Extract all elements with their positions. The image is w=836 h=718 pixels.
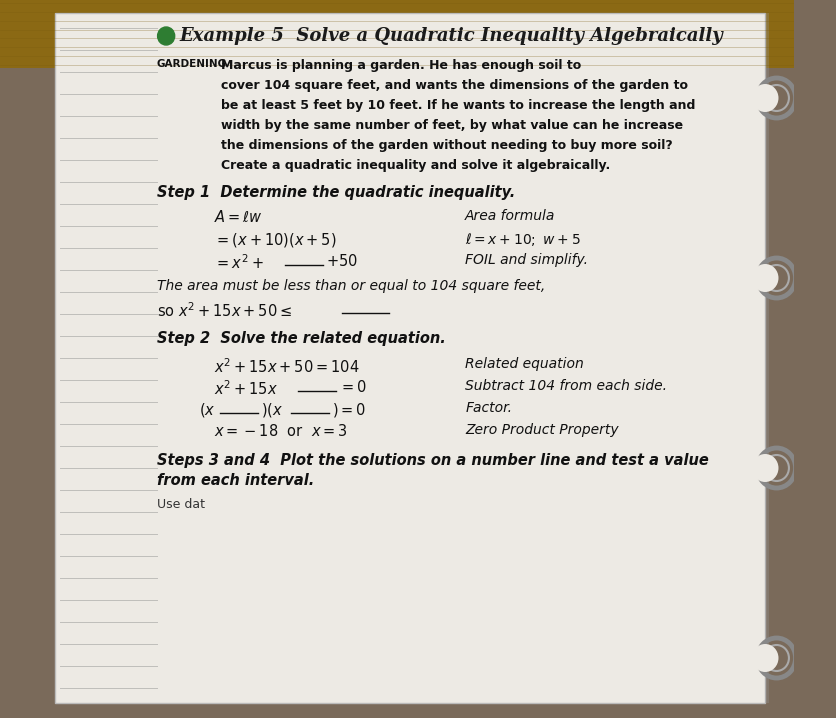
- Text: Marcus is planning a garden. He has enough soil to: Marcus is planning a garden. He has enou…: [222, 59, 582, 72]
- Text: $x = -18$  or  $x = 3$: $x = -18$ or $x = 3$: [214, 423, 347, 439]
- Text: GARDENING: GARDENING: [156, 59, 227, 69]
- Text: Subtract 104 from each side.: Subtract 104 from each side.: [465, 379, 667, 393]
- Circle shape: [752, 264, 778, 292]
- Text: $A = \ell w$: $A = \ell w$: [214, 209, 263, 225]
- Bar: [0, 0, 793, 68]
- Text: The area must be less than or equal to 104 square feet,: The area must be less than or equal to 1…: [156, 279, 545, 293]
- Text: $= (x + 10)(x + 5)$: $= (x + 10)(x + 5)$: [214, 231, 336, 249]
- Text: so $x^2 + 15x + 50 \leq$: so $x^2 + 15x + 50 \leq$: [156, 301, 292, 320]
- FancyBboxPatch shape: [55, 13, 765, 703]
- Text: $x^2 + 15x$: $x^2 + 15x$: [214, 379, 278, 398]
- Text: $) = 0$: $) = 0$: [332, 401, 366, 419]
- Text: FOIL and simplify.: FOIL and simplify.: [465, 253, 589, 267]
- Text: $= 0$: $= 0$: [339, 379, 367, 395]
- Text: from each interval.: from each interval.: [156, 473, 314, 488]
- Text: Zero Product Property: Zero Product Property: [465, 423, 619, 437]
- Text: width by the same number of feet, by what value can he increase: width by the same number of feet, by wha…: [222, 119, 683, 132]
- Text: Example 5  Solve a Quadratic Inequality Algebraically: Example 5 Solve a Quadratic Inequality A…: [180, 27, 723, 45]
- Text: $)(x$: $)(x$: [261, 401, 283, 419]
- Circle shape: [752, 644, 778, 672]
- Text: Create a quadratic inequality and solve it algebraically.: Create a quadratic inequality and solve …: [222, 159, 610, 172]
- Text: Step 2  Solve the related equation.: Step 2 Solve the related equation.: [156, 331, 446, 346]
- Text: the dimensions of the garden without needing to buy more soil?: the dimensions of the garden without nee…: [222, 139, 673, 152]
- Text: Area formula: Area formula: [465, 209, 556, 223]
- Text: $x^2 + 15x + 50 = 104$: $x^2 + 15x + 50 = 104$: [214, 357, 359, 376]
- Text: Step 1  Determine the quadratic inequality.: Step 1 Determine the quadratic inequalit…: [156, 185, 515, 200]
- FancyBboxPatch shape: [765, 13, 769, 703]
- Text: $+ 50$: $+ 50$: [326, 253, 358, 269]
- Circle shape: [158, 27, 175, 45]
- Circle shape: [752, 84, 778, 112]
- Text: Use dat: Use dat: [156, 498, 205, 511]
- Text: Factor.: Factor.: [465, 401, 512, 415]
- Text: $(x$: $(x$: [199, 401, 216, 419]
- Text: $\ell = x + 10;\ w + 5$: $\ell = x + 10;\ w + 5$: [465, 231, 581, 248]
- Text: be at least 5 feet by 10 feet. If he wants to increase the length and: be at least 5 feet by 10 feet. If he wan…: [222, 99, 696, 112]
- Text: Steps 3 and 4  Plot the solutions on a number line and test a value: Steps 3 and 4 Plot the solutions on a nu…: [156, 453, 708, 468]
- Text: $= x^2 +$: $= x^2 +$: [214, 253, 263, 271]
- Text: Related equation: Related equation: [465, 357, 584, 371]
- Text: cover 104 square feet, and wants the dimensions of the garden to: cover 104 square feet, and wants the dim…: [222, 79, 688, 92]
- Circle shape: [752, 454, 778, 482]
